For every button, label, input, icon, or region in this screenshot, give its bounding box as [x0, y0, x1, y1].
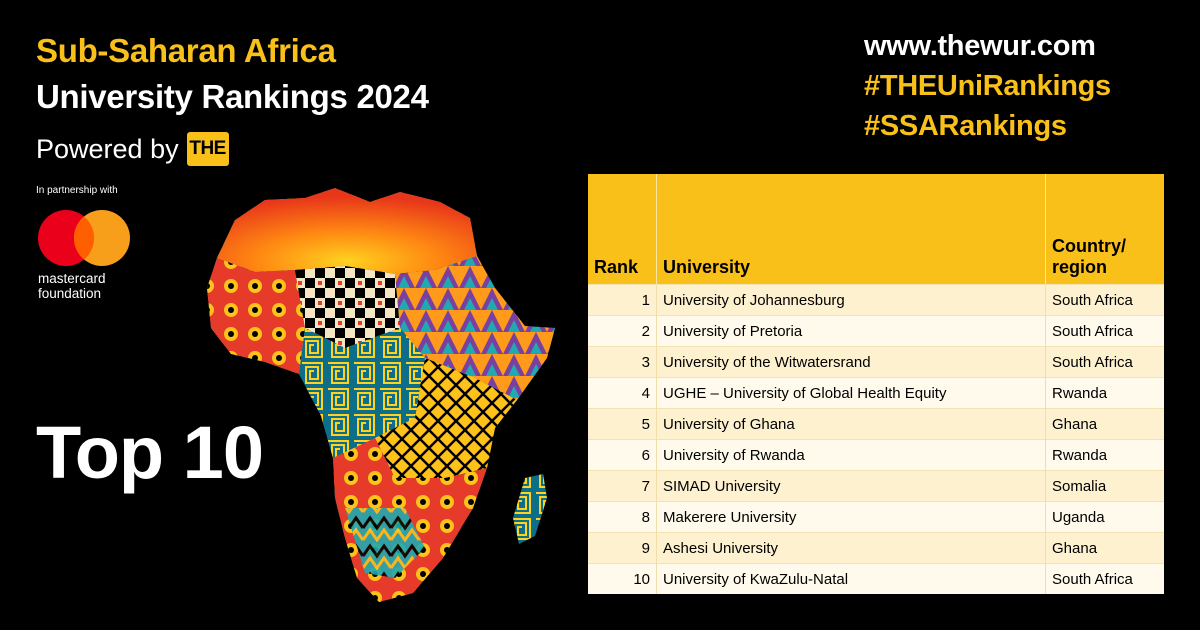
- country-cell: South Africa: [1045, 346, 1164, 378]
- table-row: 5 University of Ghana Ghana: [588, 408, 1164, 440]
- rank-cell: 10: [588, 563, 657, 594]
- table-row: 1 University of Johannesburg South Afric…: [588, 284, 1164, 316]
- university-cell: University of Ghana: [656, 408, 1046, 440]
- country-cell: Somalia: [1045, 470, 1164, 502]
- rank-cell: 2: [588, 315, 657, 347]
- university-cell: Ashesi University: [656, 532, 1046, 564]
- header-university: University: [656, 174, 1046, 285]
- the-logo: THE: [186, 132, 229, 166]
- rank-cell: 4: [588, 377, 657, 409]
- table-row: 3 University of the Witwatersrand South …: [588, 346, 1164, 378]
- mastercard-logo-icon: [38, 210, 130, 266]
- university-cell: SIMAD University: [656, 470, 1046, 502]
- table-row: 4 UGHE – University of Global Health Equ…: [588, 377, 1164, 409]
- hashtag-ssa-rankings[interactable]: #SSARankings: [864, 110, 1067, 142]
- rank-cell: 3: [588, 346, 657, 378]
- powered-by-text: Powered by: [36, 133, 179, 164]
- table-row: 10 University of KwaZulu-Natal South Afr…: [588, 563, 1164, 594]
- rank-cell: 8: [588, 501, 657, 533]
- table-header-row: Rank University Country/ region: [588, 174, 1164, 285]
- partnership-text: In partnership with: [36, 185, 118, 196]
- partner-name: mastercard foundation: [38, 271, 106, 301]
- country-cell: Rwanda: [1045, 439, 1164, 471]
- header-rank: Rank: [588, 174, 657, 285]
- university-cell: University of KwaZulu-Natal: [656, 563, 1046, 594]
- table-row: 7 SIMAD University Somalia: [588, 470, 1164, 502]
- rank-cell: 9: [588, 532, 657, 564]
- university-cell: Makerere University: [656, 501, 1046, 533]
- hashtag-the-uni-rankings[interactable]: #THEUniRankings: [864, 70, 1111, 102]
- university-cell: University of Johannesburg: [656, 284, 1046, 316]
- links-block: www.thewur.com #THEUniRankings #SSARanki…: [864, 26, 1164, 146]
- rank-cell: 5: [588, 408, 657, 440]
- headline-top-10: Top 10: [36, 411, 264, 494]
- title-line-1: Sub-Saharan Africa: [36, 32, 336, 69]
- country-cell: Uganda: [1045, 501, 1164, 533]
- header-country: Country/ region: [1045, 174, 1164, 285]
- table-row: 9 Ashesi University Ghana: [588, 532, 1164, 564]
- table-row: 2 University of Pretoria South Africa: [588, 315, 1164, 347]
- rank-cell: 7: [588, 470, 657, 502]
- partner-name-line-2: foundation: [38, 286, 102, 301]
- title-line-2: University Rankings 2024: [36, 78, 429, 115]
- university-cell: UGHE – University of Global Health Equit…: [656, 377, 1046, 409]
- country-cell: South Africa: [1045, 284, 1164, 316]
- rankings-table: Rank University Country/ region 1 Univer…: [588, 174, 1164, 594]
- website-link[interactable]: www.thewur.com: [864, 30, 1096, 62]
- africa-map-illustration: [207, 188, 555, 602]
- university-cell: University of Rwanda: [656, 439, 1046, 471]
- country-cell: South Africa: [1045, 315, 1164, 347]
- country-cell: Rwanda: [1045, 377, 1164, 409]
- university-cell: University of Pretoria: [656, 315, 1046, 347]
- table-row: 6 University of Rwanda Rwanda: [588, 439, 1164, 471]
- table-row: 8 Makerere University Uganda: [588, 501, 1164, 533]
- country-cell: Ghana: [1045, 532, 1164, 564]
- country-cell: South Africa: [1045, 563, 1164, 594]
- partner-name-line-1: mastercard: [38, 271, 106, 286]
- country-cell: Ghana: [1045, 408, 1164, 440]
- university-cell: University of the Witwatersrand: [656, 346, 1046, 378]
- rank-cell: 1: [588, 284, 657, 316]
- rank-cell: 6: [588, 439, 657, 471]
- powered-by: Powered by THE: [36, 132, 229, 166]
